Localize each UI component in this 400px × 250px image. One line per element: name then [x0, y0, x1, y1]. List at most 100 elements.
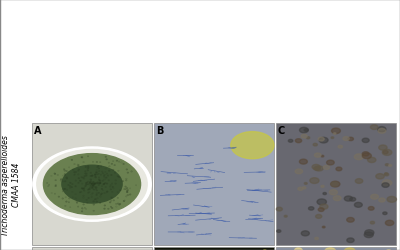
Circle shape [326, 160, 334, 165]
Circle shape [85, 171, 86, 172]
Circle shape [71, 187, 72, 188]
FancyBboxPatch shape [32, 248, 152, 250]
Circle shape [88, 184, 89, 185]
Circle shape [368, 158, 376, 163]
Circle shape [362, 138, 369, 143]
Circle shape [288, 140, 293, 143]
Circle shape [312, 165, 320, 170]
Circle shape [317, 199, 326, 205]
Circle shape [98, 185, 99, 186]
Circle shape [110, 185, 111, 186]
Circle shape [69, 198, 70, 199]
Circle shape [104, 208, 105, 209]
Circle shape [92, 184, 93, 185]
Circle shape [362, 153, 371, 159]
Circle shape [325, 248, 336, 250]
Circle shape [314, 167, 320, 171]
Circle shape [300, 128, 308, 133]
Circle shape [318, 138, 324, 141]
Circle shape [127, 195, 128, 196]
Circle shape [334, 133, 336, 135]
Circle shape [331, 137, 334, 139]
Circle shape [83, 204, 84, 205]
Circle shape [115, 180, 116, 181]
Circle shape [378, 129, 386, 134]
Circle shape [78, 178, 79, 179]
Circle shape [124, 189, 125, 190]
Circle shape [316, 214, 322, 218]
Circle shape [276, 208, 282, 211]
Circle shape [329, 190, 338, 195]
Circle shape [284, 216, 287, 217]
Circle shape [122, 181, 123, 182]
Circle shape [75, 186, 76, 187]
FancyBboxPatch shape [154, 124, 274, 245]
Circle shape [84, 176, 85, 177]
Text: Trichoderma asperelloides
CMAA 1584: Trichoderma asperelloides CMAA 1584 [2, 134, 21, 234]
Circle shape [96, 174, 97, 175]
Circle shape [68, 185, 69, 186]
Text: F: F [278, 249, 285, 250]
Circle shape [302, 187, 306, 189]
Circle shape [96, 172, 97, 173]
Circle shape [95, 199, 96, 200]
Circle shape [344, 248, 356, 250]
Circle shape [304, 129, 308, 132]
Circle shape [295, 169, 303, 174]
Text: E: E [156, 249, 163, 250]
Circle shape [95, 187, 96, 188]
Circle shape [385, 220, 394, 226]
Circle shape [320, 204, 328, 209]
Circle shape [66, 178, 67, 179]
Circle shape [383, 212, 387, 215]
Circle shape [322, 226, 325, 228]
Circle shape [87, 170, 88, 171]
Circle shape [108, 180, 109, 181]
Circle shape [231, 132, 274, 159]
Circle shape [308, 207, 314, 210]
Circle shape [354, 202, 362, 207]
Circle shape [362, 152, 369, 156]
Circle shape [119, 177, 120, 178]
Circle shape [331, 182, 340, 187]
Circle shape [368, 207, 374, 210]
Circle shape [100, 183, 101, 184]
Circle shape [321, 156, 324, 157]
Circle shape [33, 147, 151, 222]
Circle shape [98, 168, 99, 169]
Circle shape [119, 204, 120, 205]
Circle shape [350, 198, 356, 201]
Circle shape [315, 166, 323, 171]
Circle shape [365, 230, 374, 235]
Circle shape [321, 186, 324, 188]
Circle shape [104, 205, 105, 206]
Circle shape [364, 155, 367, 157]
Circle shape [81, 177, 82, 178]
Text: B: B [156, 125, 163, 135]
Circle shape [111, 175, 112, 176]
Circle shape [55, 180, 56, 181]
Circle shape [295, 139, 302, 143]
FancyBboxPatch shape [276, 248, 396, 250]
Circle shape [384, 173, 388, 175]
Circle shape [370, 125, 378, 130]
FancyBboxPatch shape [154, 248, 274, 250]
Circle shape [44, 154, 140, 215]
Circle shape [338, 146, 342, 148]
Circle shape [37, 150, 147, 219]
Circle shape [310, 178, 319, 184]
Text: A: A [34, 125, 42, 135]
Circle shape [355, 179, 363, 184]
Circle shape [389, 165, 392, 167]
Text: D: D [34, 249, 42, 250]
Circle shape [318, 208, 324, 212]
Circle shape [304, 183, 307, 184]
Circle shape [331, 182, 338, 186]
Circle shape [86, 182, 87, 183]
Circle shape [300, 160, 307, 164]
Circle shape [336, 168, 342, 171]
Circle shape [97, 182, 98, 183]
Circle shape [96, 195, 97, 196]
Circle shape [344, 196, 352, 201]
Circle shape [62, 198, 63, 199]
